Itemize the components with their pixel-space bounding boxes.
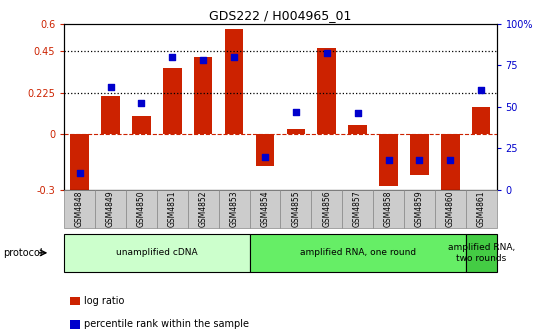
Text: GSM4850: GSM4850 (137, 191, 146, 227)
Bar (441, 134, 460, 190)
Text: GSM4856: GSM4856 (322, 191, 331, 227)
Text: percentile rank within the sample: percentile rank within the sample (84, 319, 249, 329)
Point (199, 57, 208, 63)
Point (168, 54, 177, 59)
Point (261, 154, 270, 159)
Text: GSM4848: GSM4848 (75, 191, 84, 227)
Text: GSM4849: GSM4849 (106, 191, 115, 227)
Text: GSM4859: GSM4859 (415, 191, 424, 227)
Text: protocol: protocol (3, 248, 42, 258)
Bar (379, 134, 398, 186)
Point (137, 101, 146, 106)
Text: log ratio: log ratio (84, 296, 124, 306)
Text: GSM4854: GSM4854 (261, 191, 270, 227)
Bar (287, 129, 305, 134)
Bar (132, 116, 151, 134)
Title: GDS222 / H004965_01: GDS222 / H004965_01 (209, 9, 352, 23)
Point (323, 51, 331, 56)
Text: GSM4851: GSM4851 (168, 191, 177, 227)
Text: GSM4861: GSM4861 (477, 191, 485, 227)
Point (477, 87, 485, 93)
Bar (194, 57, 213, 134)
Bar (163, 68, 181, 134)
Point (353, 111, 362, 116)
Text: GSM4860: GSM4860 (446, 191, 455, 227)
Bar (225, 29, 243, 134)
Bar (410, 134, 429, 175)
Point (106, 84, 115, 89)
Text: GSM4857: GSM4857 (353, 191, 362, 227)
Bar (101, 96, 120, 134)
Bar (472, 107, 490, 134)
Text: unamplified cDNA: unamplified cDNA (116, 248, 198, 257)
Point (75, 171, 84, 176)
Point (229, 54, 238, 59)
Bar (318, 48, 336, 134)
Text: amplified RNA, one round: amplified RNA, one round (300, 248, 416, 257)
Point (384, 157, 393, 163)
Point (446, 157, 455, 163)
Bar (348, 125, 367, 134)
Point (291, 109, 300, 114)
Text: GSM4852: GSM4852 (199, 191, 208, 227)
Bar (256, 134, 274, 166)
Text: GSM4853: GSM4853 (229, 191, 239, 227)
Bar (70, 134, 89, 190)
Text: amplified RNA,
two rounds: amplified RNA, two rounds (448, 243, 515, 262)
Point (415, 157, 424, 163)
Text: GSM4858: GSM4858 (384, 191, 393, 227)
Text: GSM4855: GSM4855 (291, 191, 300, 227)
